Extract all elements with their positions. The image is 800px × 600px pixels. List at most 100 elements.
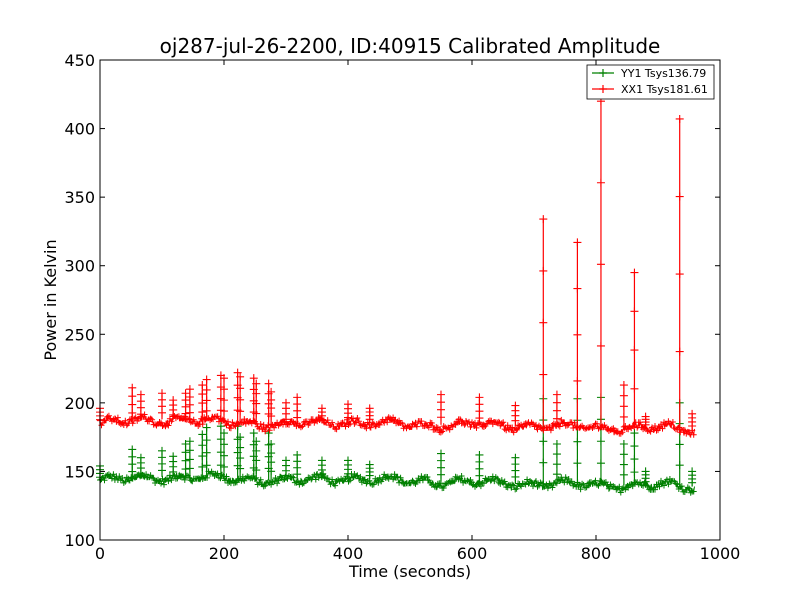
y-tick-label: 350 xyxy=(64,188,95,207)
spike-marker xyxy=(185,437,194,446)
spike-marker xyxy=(539,370,548,379)
spike-marker xyxy=(539,215,548,224)
spike-marker xyxy=(641,467,650,476)
spike-marker xyxy=(220,396,228,405)
spike-point xyxy=(630,268,639,428)
y-tick-label: 100 xyxy=(64,531,95,550)
spike-marker xyxy=(475,400,484,409)
spike-marker xyxy=(252,466,261,475)
spike-marker xyxy=(236,443,245,452)
spike-marker xyxy=(539,437,548,446)
spike-point xyxy=(675,114,684,430)
spike-point xyxy=(128,383,137,422)
spike-marker xyxy=(136,390,145,399)
spike-marker xyxy=(198,381,207,390)
spike-point xyxy=(475,450,484,483)
spike-marker xyxy=(198,390,207,399)
spike-point xyxy=(198,430,207,478)
spike-point xyxy=(344,456,352,479)
spike-marker xyxy=(282,456,290,465)
spike-marker xyxy=(236,384,245,393)
spike-marker xyxy=(202,375,211,384)
legend-box xyxy=(586,64,715,100)
spike-marker xyxy=(317,404,326,413)
spike-point xyxy=(317,404,326,424)
spike-point xyxy=(688,409,697,431)
spike-point xyxy=(317,456,326,480)
spike-marker xyxy=(185,385,194,394)
spike-marker xyxy=(675,440,684,449)
legend: YY1 Tsys136.79 XX1 Tsys181.61 xyxy=(586,64,715,100)
spike-marker xyxy=(365,460,374,469)
spike-marker xyxy=(252,437,261,446)
spike-marker xyxy=(181,448,190,457)
spike-marker xyxy=(596,459,605,468)
spike-marker xyxy=(619,450,628,459)
spike-point xyxy=(475,393,484,425)
spike-point xyxy=(437,449,445,482)
spike-marker xyxy=(198,452,207,461)
spike-marker xyxy=(249,429,258,438)
spike-marker xyxy=(630,455,639,464)
spike-marker xyxy=(437,456,445,465)
spike-point xyxy=(220,374,228,423)
spike-marker xyxy=(128,460,137,469)
spike-marker xyxy=(475,450,484,459)
spike-marker xyxy=(365,404,374,413)
spike-marker xyxy=(437,470,445,479)
spike-marker xyxy=(267,458,276,467)
spike-point xyxy=(552,390,561,427)
spike-point xyxy=(198,381,207,422)
spike-marker xyxy=(619,391,628,400)
spike-point xyxy=(344,400,352,423)
spike-marker xyxy=(437,390,445,399)
spike-marker xyxy=(282,398,290,407)
spike-marker xyxy=(128,467,137,476)
spike-marker xyxy=(552,450,561,459)
spike-point xyxy=(573,238,582,428)
spike-marker xyxy=(552,398,561,407)
spike-marker xyxy=(233,368,242,377)
spike-marker xyxy=(675,114,684,123)
spike-marker xyxy=(630,384,639,393)
spike-marker xyxy=(198,441,207,450)
spike-marker xyxy=(630,468,639,477)
spike-marker xyxy=(596,178,605,187)
spike-marker xyxy=(249,374,258,383)
spike-marker xyxy=(198,462,207,471)
spike-point xyxy=(293,393,302,425)
spike-point xyxy=(539,215,548,427)
spike-marker xyxy=(675,461,684,470)
spike-marker xyxy=(136,453,145,462)
spike-marker xyxy=(475,414,484,423)
spike-point xyxy=(185,385,194,421)
spike-marker xyxy=(573,330,582,339)
spike-marker xyxy=(675,270,684,279)
spike-marker xyxy=(185,446,194,455)
spike-point xyxy=(365,404,374,424)
spike-point xyxy=(158,446,166,477)
spike-marker xyxy=(475,393,484,402)
spike-point xyxy=(236,433,245,479)
spike-point xyxy=(181,389,190,421)
spike-point xyxy=(511,453,520,484)
spike-marker xyxy=(181,402,190,411)
spike-marker xyxy=(437,398,445,407)
spike-marker xyxy=(252,409,261,418)
spike-marker xyxy=(185,400,194,409)
spike-marker xyxy=(252,379,261,388)
spike-marker xyxy=(573,376,582,385)
spike-point xyxy=(267,387,276,425)
spike-marker xyxy=(185,408,194,417)
spike-marker xyxy=(552,406,561,415)
chart-title: oj287-jul-26-2200, ID:40915 Calibrated A… xyxy=(160,34,661,58)
spike-marker xyxy=(267,449,276,458)
spike-marker xyxy=(293,413,302,422)
plot-frame xyxy=(99,59,721,541)
spike-marker xyxy=(236,407,245,416)
spike-marker xyxy=(293,406,302,415)
spike-marker xyxy=(158,446,166,455)
x-tick-label: 200 xyxy=(209,544,240,563)
spike-marker xyxy=(202,423,211,432)
spike-marker xyxy=(511,401,520,410)
